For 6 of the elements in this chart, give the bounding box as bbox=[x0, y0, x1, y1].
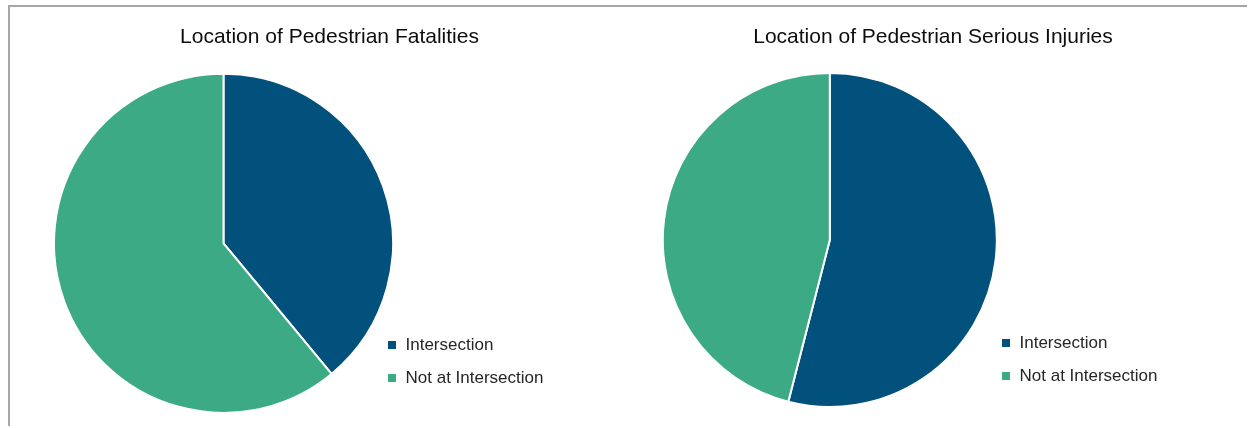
chart-title: Location of Pedestrian Serious Injuries bbox=[753, 23, 1113, 49]
legend-label: Not at Intersection bbox=[1019, 365, 1158, 385]
legend-label: Intersection bbox=[405, 334, 494, 354]
chart-title: Location of Pedestrian Fatalities bbox=[180, 23, 479, 49]
legend-label: Not at Intersection bbox=[405, 367, 544, 387]
legend-label: Intersection bbox=[1019, 332, 1108, 352]
